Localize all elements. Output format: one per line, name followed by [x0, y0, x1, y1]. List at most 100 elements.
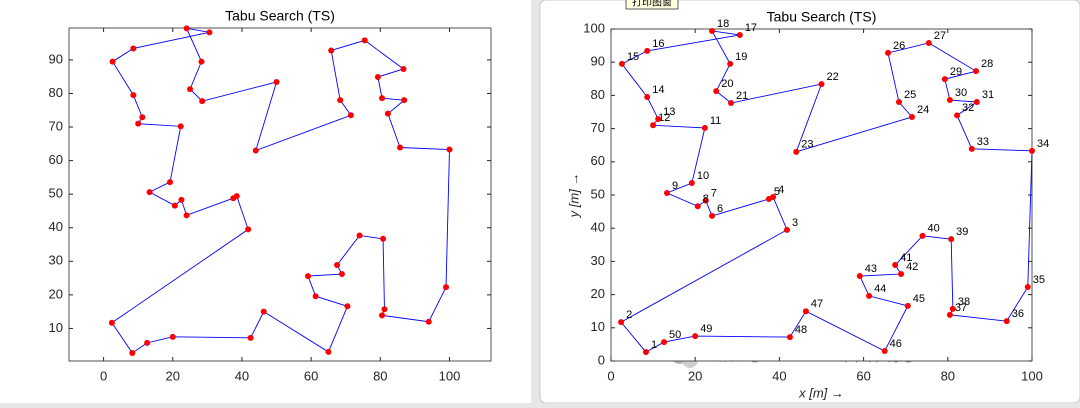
- route-point: [146, 189, 153, 196]
- point-label: 33: [977, 136, 989, 148]
- route-point: [866, 292, 873, 299]
- route-point: [400, 65, 407, 72]
- point-label: 26: [893, 40, 905, 52]
- route-point: [973, 68, 980, 75]
- point-label: 23: [801, 139, 813, 151]
- point-label: 35: [1033, 274, 1045, 286]
- point-label: 37: [955, 302, 967, 314]
- tooltip: 打印图窗: [632, 0, 672, 9]
- y-tick-label: 60: [591, 153, 605, 168]
- route-point: [727, 60, 734, 67]
- point-label: 27: [934, 30, 946, 42]
- route-point: [642, 349, 649, 356]
- point-label: 17: [745, 22, 757, 34]
- point-label: 50: [669, 329, 681, 341]
- point-label: 48: [795, 324, 807, 336]
- plot-area: [68, 27, 492, 362]
- route-point: [941, 76, 948, 83]
- route-point: [380, 235, 387, 242]
- point-label: 25: [904, 89, 916, 101]
- route-point: [252, 147, 259, 154]
- point-label: 12: [658, 112, 670, 124]
- route-point: [245, 226, 252, 233]
- route-point: [885, 49, 892, 56]
- point-label: 15: [627, 51, 639, 63]
- point-label: 29: [950, 66, 962, 78]
- x-tick-label: 100: [1021, 368, 1043, 383]
- point-label: 16: [652, 38, 664, 50]
- x-tick-label: 60: [856, 368, 870, 383]
- route-point: [904, 302, 911, 309]
- route-point: [713, 88, 720, 95]
- y-tick-label: 100: [583, 20, 605, 35]
- route-point: [919, 232, 926, 239]
- route-point: [895, 99, 902, 106]
- route-point: [178, 196, 185, 203]
- route-point: [946, 97, 953, 104]
- route-point: [692, 333, 699, 340]
- route-point: [381, 306, 388, 313]
- y-tick-label: 10: [591, 319, 605, 334]
- route-point: [644, 47, 651, 54]
- point-label: 5: [774, 186, 780, 198]
- route-point: [1024, 283, 1031, 290]
- y-tick-label: 40: [49, 219, 63, 234]
- chart-title: Tabu Search (TS): [225, 8, 335, 24]
- point-label: 20: [721, 78, 733, 90]
- y-tick-label: 30: [49, 253, 63, 268]
- y-tick-label: 90: [591, 54, 605, 69]
- route-point: [198, 58, 205, 65]
- route-point: [856, 273, 863, 280]
- route-point: [206, 29, 213, 36]
- point-label: 11: [710, 115, 721, 127]
- route-point: [709, 27, 716, 34]
- x-tick-label: 80: [373, 368, 387, 383]
- charts: Tabu Search (TS)0 20 40 60 80 100102030405060…: [49, 8, 1050, 401]
- route-point: [892, 262, 899, 269]
- route-point: [129, 349, 136, 356]
- route-point: [337, 97, 344, 104]
- y-tick-label: 20: [591, 286, 605, 301]
- route-point: [881, 348, 888, 355]
- point-label: 49: [700, 323, 712, 335]
- route-point: [334, 261, 341, 268]
- y-tick-label: 50: [591, 186, 605, 201]
- point-label: 6: [717, 203, 723, 215]
- route-point: [786, 334, 793, 341]
- x-tick-label: 100: [439, 368, 461, 383]
- plot-area: [610, 28, 1033, 362]
- point-label: 40: [928, 223, 940, 235]
- route-point: [109, 58, 116, 65]
- point-label: 9: [672, 180, 678, 192]
- route-point: [925, 39, 932, 46]
- route-point: [169, 333, 176, 340]
- route-point: [909, 113, 916, 120]
- y-tick-label: 70: [49, 118, 63, 133]
- route-point: [379, 95, 386, 102]
- route-point: [793, 148, 800, 155]
- route-point: [374, 74, 381, 81]
- route-point: [765, 195, 772, 202]
- point-label: 36: [1012, 308, 1024, 320]
- point-label: 14: [652, 84, 664, 96]
- x-tick-label: 20: [166, 368, 180, 383]
- y-tick-label: 50: [49, 186, 63, 201]
- x-tick-label: 0: [100, 368, 107, 383]
- route-point: [644, 94, 651, 101]
- y-tick-label: 60: [49, 152, 63, 167]
- route-point: [144, 339, 151, 346]
- route-point: [183, 25, 190, 32]
- route-point: [973, 99, 980, 106]
- route-point: [273, 79, 280, 86]
- point-label: 31: [982, 89, 994, 101]
- route-point: [949, 305, 956, 312]
- route-point: [702, 197, 709, 204]
- route-point: [347, 112, 354, 119]
- y-tick-label: 90: [49, 51, 63, 66]
- y-tick-label: 0: [598, 352, 605, 367]
- route-point: [338, 271, 345, 278]
- route-point: [618, 60, 625, 67]
- point-label: 39: [956, 226, 968, 238]
- route-point: [443, 284, 450, 291]
